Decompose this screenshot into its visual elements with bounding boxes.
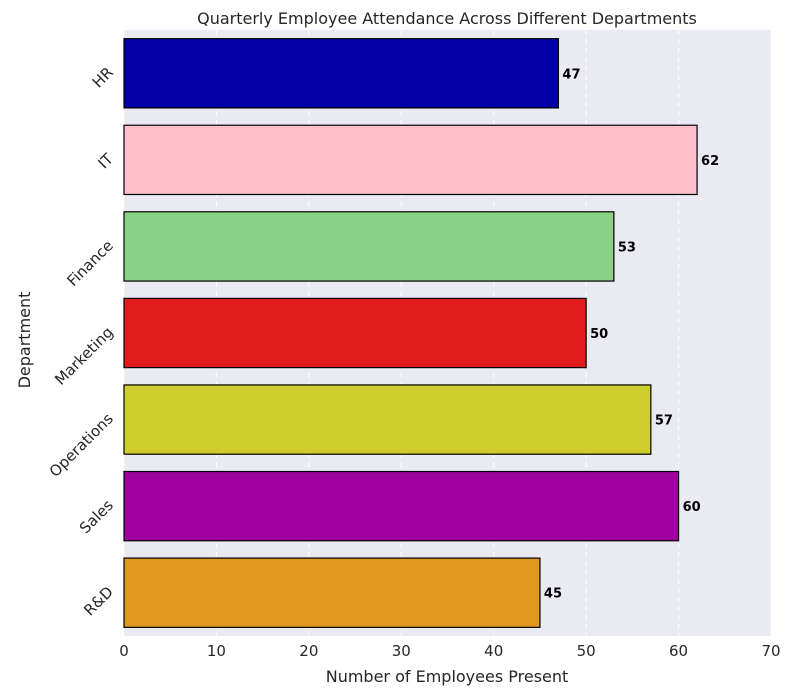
y-axis-label: Department [15,292,34,389]
bar [123,470,680,542]
value-label: 47 [562,67,580,82]
value-label: 57 [655,414,673,429]
bar [123,557,541,628]
x-axis-label: Number of Employees Present [326,667,569,686]
bar [123,38,560,109]
y-tick-label: R&D [80,583,117,620]
value-label: 53 [618,240,636,255]
bar [123,124,698,196]
x-tick-label: 10 [207,642,226,660]
x-tick-label: 50 [577,642,596,660]
y-tick-label: Finance [64,237,117,290]
bar [123,384,652,455]
x-tick-labels: 0 10 20 30 40 50 60 70 [119,642,780,660]
y-tick-label: HR [89,63,117,91]
value-label: 45 [544,587,562,602]
x-tick-label: 70 [761,642,780,660]
y-tick-label: Marketing [51,323,117,389]
y-tick-label: Operations [46,410,117,481]
x-tick-label: 40 [484,642,503,660]
y-tick-label: Sales [76,496,117,537]
bars [123,38,698,628]
x-tick-label: 60 [669,642,688,660]
bar [123,211,615,282]
value-label: 50 [590,327,608,342]
x-tick-label: 30 [392,642,411,660]
x-tick-label: 0 [119,642,129,660]
x-tick-label: 20 [299,642,318,660]
y-tick-labels: HR IT Finance Marketing Operations Sales R&D [46,63,118,619]
bar [123,297,587,369]
value-labels: 47 62 53 50 57 60 45 [544,67,719,601]
chart-title: Quarterly Employee Attendance Across Dif… [197,9,697,28]
value-label: 60 [683,500,701,515]
value-label: 62 [701,154,719,169]
y-tick-label: IT [94,149,117,172]
